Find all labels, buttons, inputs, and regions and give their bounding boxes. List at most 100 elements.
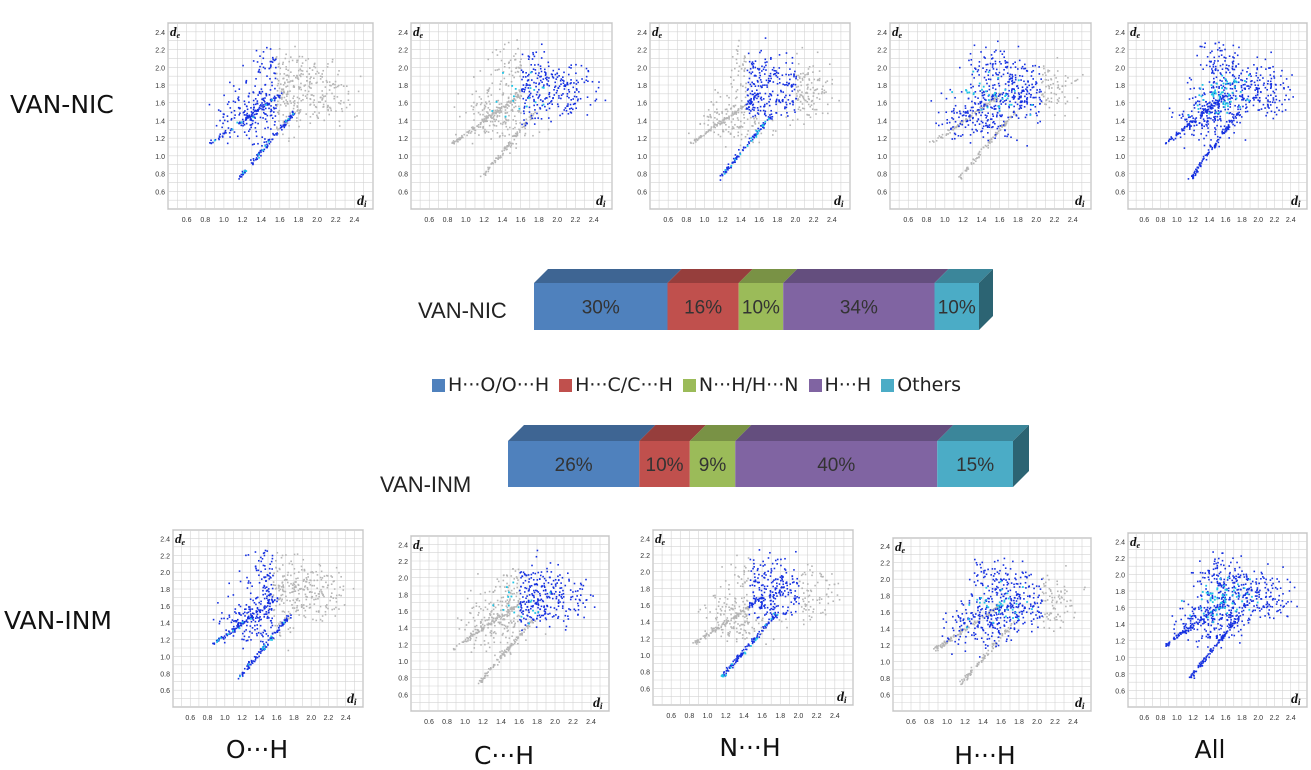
legend-swatch [559,379,572,392]
legend-label: N···H/H···N [699,374,799,396]
y-tick-label: 2.2 [877,48,887,55]
x-tick-label: 1.6 [272,715,282,722]
x-tick-label: 1.0 [703,713,713,720]
x-tick-label: 2.0 [1253,217,1263,224]
x-tick-label: 1.6 [275,217,285,224]
x-tick-label: 0.6 [424,217,434,224]
y-tick-label: 0.8 [637,172,647,179]
y-tick-label: 2.4 [160,536,170,543]
x-tick-label: 2.4 [1068,719,1078,726]
x-tick-label: 1.2 [721,713,731,720]
y-tick-label: 1.6 [160,604,170,611]
x-tick-label: 1.2 [237,715,247,722]
y-tick-label: 1.8 [398,83,408,90]
x-tick-label: 2.2 [1270,715,1280,722]
y-tick-label: 0.8 [880,676,890,683]
y-tick-label: 1.4 [637,118,647,125]
y-tick-label: 1.8 [640,586,650,593]
x-tick-label: 2.2 [571,217,581,224]
y-tick-label: 1.4 [1115,118,1125,125]
y-tick-label: 2.0 [398,65,408,72]
x-tick-label: 2.2 [1050,719,1060,726]
y-tick-label: 2.0 [398,576,408,583]
y-tick-label: 1.8 [160,587,170,594]
bar-value-label: 40% [817,455,855,476]
x-tick-label: 2.4 [1286,715,1296,722]
legend-swatch [809,379,822,392]
y-tick-label: 1.6 [1115,101,1125,108]
y-tick-label: 2.2 [640,553,650,560]
bar-segment-2 [690,441,735,487]
x-tick-label: 1.0 [220,715,230,722]
y-tick-label: 0.6 [637,189,647,196]
legend-swatch [432,379,445,392]
y-tick-label: 1.6 [877,101,887,108]
y-tick-label: 2.4 [398,542,408,549]
y-tick-label: 2.4 [880,544,890,551]
x-tick-label: 1.6 [995,217,1005,224]
y-tick-label: 0.8 [398,676,408,683]
bar-top-1 [668,269,753,283]
y-tick-label: 1.8 [880,594,890,601]
x-tick-label: 1.2 [479,217,489,224]
y-tick-label: 2.0 [640,570,650,577]
x-tick-label: 1.0 [940,217,950,224]
x-tick-label: 1.8 [289,715,299,722]
x-tick-label: 2.4 [349,217,359,224]
x-tick-label: 1.2 [958,217,968,224]
x-tick-label: 1.6 [996,719,1006,726]
bar-value-label: 10% [938,298,976,319]
x-tick-label: 1.0 [219,217,229,224]
x-tick-label: 0.6 [663,217,673,224]
y-tick-label: 1.2 [398,136,408,143]
x-tick-label: 0.8 [1156,217,1166,224]
y-tick-label: 1.0 [637,154,647,161]
x-tick-label: 2.2 [1270,217,1280,224]
y-tick-label: 0.6 [640,686,650,693]
y-tick-label: 0.8 [1115,672,1125,679]
y-tick-label: 1.6 [155,101,165,108]
y-tick-label: 1.8 [1115,83,1125,90]
x-tick-label: 2.2 [809,217,819,224]
x-tick-label: 2.4 [589,217,599,224]
x-tick-label: 1.6 [757,713,767,720]
bar-value-label: 16% [684,298,722,319]
bar-side [979,269,993,330]
x-tick-label: 0.8 [681,217,691,224]
bar-side [1013,425,1029,487]
x-tick-label: 2.2 [812,713,822,720]
bar-segment-1 [639,441,690,487]
y-tick-label: 0.8 [398,172,408,179]
x-tick-label: 2.0 [1253,715,1263,722]
bar-top-2 [739,269,798,283]
y-tick-label: 1.8 [398,592,408,599]
bar-segment-3 [783,283,934,330]
bar-van-inm: 26%10%9%40%15% [508,425,1029,487]
x-tick-label: 1.8 [1014,719,1024,726]
y-tick-label: 2.0 [160,570,170,577]
y-tick-label: 0.8 [640,670,650,677]
bar-top-0 [534,269,682,283]
y-tick-label: 1.6 [398,101,408,108]
x-tick-label: 1.8 [532,719,542,726]
x-tick-label: 1.2 [478,719,488,726]
x-tick-label: 0.8 [442,719,452,726]
legend-swatch [683,379,696,392]
bar-top-2 [690,425,751,441]
y-tick-label: 2.2 [398,559,408,566]
y-tick-label: 1.2 [160,638,170,645]
x-tick-label: 0.6 [1139,715,1149,722]
x-tick-label: 2.2 [331,217,341,224]
x-tick-label: 2.4 [1068,217,1078,224]
x-tick-label: 2.2 [324,715,334,722]
y-tick-label: 2.2 [1115,556,1125,563]
y-tick-label: 2.0 [880,577,890,584]
x-tick-label: 2.0 [1032,719,1042,726]
bar-top-1 [639,425,706,441]
x-tick-label: 2.0 [791,217,801,224]
bar-value-label: 10% [742,298,780,319]
x-tick-label: 2.0 [794,713,804,720]
y-tick-label: 2.2 [1115,48,1125,55]
